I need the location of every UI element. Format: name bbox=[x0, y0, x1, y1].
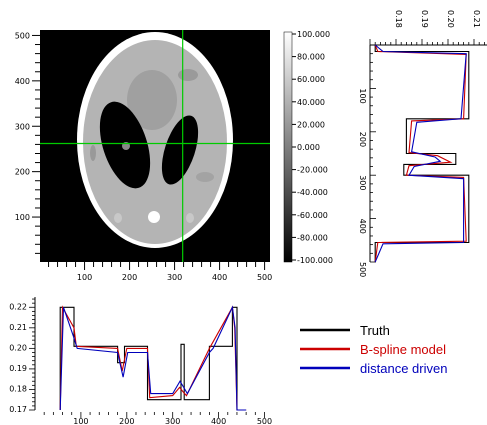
hprofile-y-tick-label: 0.19 bbox=[9, 364, 27, 373]
colorbar: 100.000 80.000 60.000 40.000 20.000 0.000 -20.… bbox=[283, 30, 333, 265]
colorbar-tick-label: -80.000 bbox=[297, 233, 328, 242]
vprofile-y-tick-label: 300 bbox=[358, 175, 367, 190]
hprofile-x-tick-label: 300 bbox=[165, 417, 180, 425]
colorbar-tick-label: -40.000 bbox=[297, 188, 328, 197]
vertical-profile-panel: 0.18 0.19 0.20 0.21 100 200 300 400 500 bbox=[358, 10, 487, 277]
phantom-x-tick-label: 500 bbox=[257, 273, 272, 282]
hprofile-y-tick-label: 0.18 bbox=[9, 384, 27, 393]
hprofile-series-line bbox=[59, 305, 247, 411]
vprofile-series-line bbox=[374, 45, 470, 262]
vprofile-series-line bbox=[374, 44, 467, 263]
colorbar-tick-label: -100.000 bbox=[297, 256, 333, 265]
phantom-x-tick-label: 100 bbox=[77, 273, 92, 282]
phantom-y-tick-label: 200 bbox=[15, 168, 30, 177]
colorbar-tick-label: 80.000 bbox=[297, 53, 325, 62]
legend: Truth B-spline model distance driven bbox=[300, 323, 447, 376]
phantom-y-tick-label: 500 bbox=[15, 31, 30, 40]
vprofile-x-tick-label: 0.21 bbox=[472, 10, 481, 28]
phantom-image-panel: 100 200 300 400 500 100 200 300 400 500 bbox=[15, 30, 272, 282]
phantom-x-axis: 100 200 300 400 500 bbox=[48, 262, 272, 282]
vprofile-y-tick-label: 100 bbox=[358, 88, 367, 103]
phantom-x-tick-label: 200 bbox=[122, 273, 137, 282]
colorbar-gradient bbox=[283, 31, 293, 263]
colorbar-tick-label: -60.000 bbox=[297, 211, 328, 220]
bottom-white-dot bbox=[148, 211, 160, 223]
phantom-x-tick-label: 400 bbox=[212, 273, 227, 282]
hprofile-x-tick-label: 100 bbox=[73, 417, 88, 425]
hprofile-y-tick-label: 0.21 bbox=[9, 323, 27, 332]
right-dark-ellipse bbox=[161, 115, 199, 185]
brain-ellipse bbox=[83, 40, 227, 244]
horizontal-profile-panel: 0.17 0.18 0.19 0.20 0.21 0.22 100 200 300 400 500 bbox=[9, 297, 272, 425]
phantom-y-tick-label: 400 bbox=[15, 77, 30, 86]
hprofile-x-tick-label: 200 bbox=[119, 417, 134, 425]
hprofile-y-tick-label: 0.20 bbox=[9, 343, 27, 352]
legend-label-truth: Truth bbox=[360, 323, 390, 338]
hprofile-y-tick-label: 0.22 bbox=[9, 302, 27, 311]
colorbar-tick-label: 0.000 bbox=[297, 143, 320, 152]
vprofile-y-tick-label: 200 bbox=[358, 132, 367, 147]
left-small-ellipse bbox=[90, 145, 96, 161]
phantom-y-tick-label: 100 bbox=[15, 213, 30, 222]
hprofile-y-tick-label: 0.17 bbox=[9, 405, 27, 414]
vprofile-x-tick-label: 0.18 bbox=[394, 10, 403, 28]
vprofile-y-tick-label: 400 bbox=[358, 219, 367, 234]
inner-region-ellipse bbox=[127, 70, 177, 130]
phantom-y-tick-label: 300 bbox=[15, 122, 30, 131]
phantom-y-axis: 100 200 300 400 500 bbox=[15, 31, 40, 254]
hprofile-x-tick-label: 500 bbox=[257, 417, 272, 425]
colorbar-tick-label: -20.000 bbox=[297, 166, 328, 175]
colorbar-tick-label: 100.000 bbox=[297, 30, 330, 39]
phantom-x-tick-label: 300 bbox=[167, 273, 182, 282]
colorbar-tick-label: 60.000 bbox=[297, 75, 325, 84]
colorbar-tick-label: 20.000 bbox=[297, 120, 325, 129]
bottom-left-spot bbox=[114, 213, 122, 223]
vprofile-x-tick-label: 0.20 bbox=[446, 10, 455, 28]
hprofile-series-line bbox=[59, 306, 247, 411]
bottom-right-spot bbox=[186, 213, 194, 223]
hprofile-series-line bbox=[59, 305, 247, 411]
hprofile-x-tick-label: 400 bbox=[211, 417, 226, 425]
legend-label-bspline: B-spline model bbox=[360, 342, 446, 357]
vprofile-x-tick-label: 0.19 bbox=[420, 10, 429, 28]
legend-label-distance: distance driven bbox=[360, 361, 447, 376]
small-top-ellipse bbox=[178, 69, 198, 81]
vprofile-y-tick-label: 500 bbox=[358, 262, 367, 277]
colorbar-tick-label: 40.000 bbox=[297, 98, 325, 107]
right-small-ellipse bbox=[196, 172, 214, 182]
